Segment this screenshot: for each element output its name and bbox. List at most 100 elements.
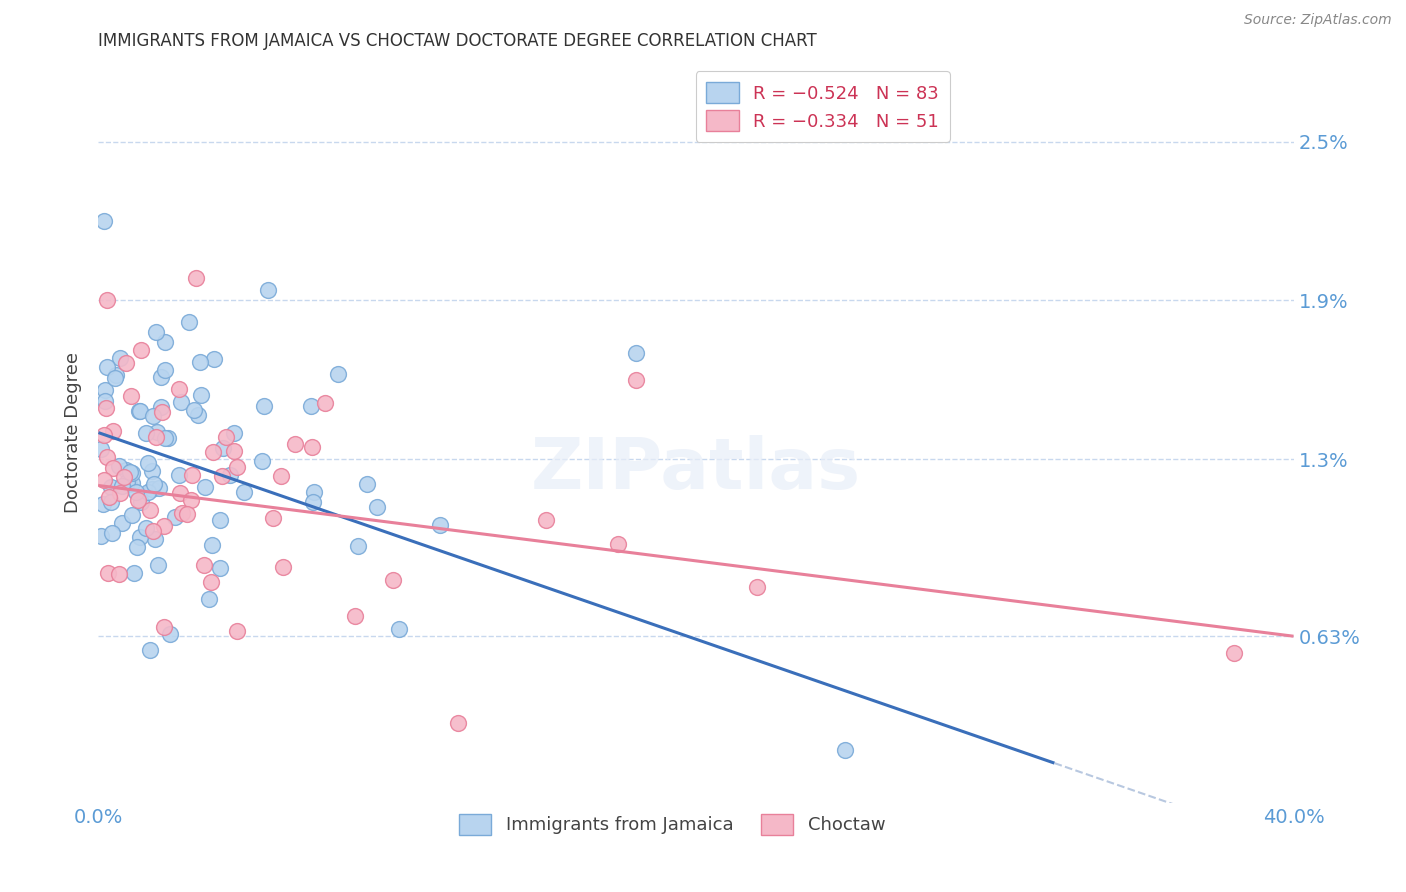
Point (153, 620, 176, 634)
Point (256, 283, 278, 297)
Point (105, 368, 128, 382)
Point (343, 608, 366, 623)
Point (314, 396, 336, 410)
Point (120, 389, 142, 403)
Point (745, 580, 768, 594)
Point (90, 442, 112, 457)
Point (170, 507, 193, 521)
Point (188, 354, 211, 368)
Point (534, 513, 557, 527)
Point (226, 460, 249, 475)
Point (180, 467, 202, 482)
Point (108, 486, 131, 500)
Point (136, 456, 159, 470)
Point (101, 461, 124, 475)
Point (108, 351, 131, 365)
Point (211, 441, 233, 455)
Point (108, 458, 131, 473)
Point (93, 473, 115, 487)
Point (834, 743, 856, 757)
Point (163, 509, 186, 524)
Point (153, 335, 176, 350)
Point (299, 399, 322, 413)
Point (388, 622, 411, 636)
Point (97, 490, 120, 504)
Point (135, 521, 157, 535)
Point (128, 404, 150, 418)
Point (145, 425, 167, 440)
Point (366, 500, 388, 514)
Point (145, 325, 167, 339)
Point (150, 405, 173, 419)
Legend: Immigrants from Jamaica, Choctaw: Immigrants from Jamaica, Choctaw (449, 803, 896, 846)
Point (194, 480, 217, 494)
Point (141, 482, 163, 496)
Point (190, 387, 212, 401)
Point (122, 566, 145, 580)
Point (347, 540, 370, 554)
Point (129, 343, 152, 357)
Point (193, 558, 215, 573)
Point (149, 401, 172, 415)
Point (208, 513, 231, 527)
Point (186, 409, 208, 423)
Point (202, 445, 225, 459)
Point (118, 476, 141, 491)
Point (135, 425, 157, 440)
Point (125, 485, 148, 500)
Point (127, 541, 149, 555)
Point (108, 567, 131, 582)
Point (250, 454, 273, 468)
Point (180, 493, 202, 508)
Point (131, 495, 153, 509)
Point (301, 440, 323, 454)
Point (96, 360, 118, 375)
Point (607, 537, 630, 551)
Point (96, 293, 118, 308)
Point (167, 382, 190, 396)
Point (183, 402, 205, 417)
Point (262, 511, 284, 525)
Point (328, 367, 350, 381)
Point (100, 494, 122, 508)
Point (149, 370, 172, 384)
Point (224, 426, 246, 441)
Point (159, 627, 181, 641)
Point (382, 573, 405, 587)
Point (176, 508, 198, 522)
Point (200, 575, 222, 590)
Point (271, 559, 294, 574)
Point (153, 431, 176, 445)
Point (211, 468, 233, 483)
Point (198, 591, 221, 606)
Point (222, 444, 245, 458)
Point (94, 383, 117, 397)
Point (233, 484, 256, 499)
Point (302, 485, 325, 500)
Point (142, 409, 165, 423)
Point (127, 493, 149, 508)
Point (141, 464, 163, 478)
Point (208, 561, 231, 575)
Point (117, 475, 139, 489)
Point (120, 465, 142, 479)
Point (1223, 646, 1246, 660)
Point (170, 395, 193, 409)
Point (111, 516, 134, 530)
Point (284, 437, 307, 451)
Point (97, 566, 120, 580)
Point (111, 479, 134, 493)
Point (91, 497, 114, 511)
Point (121, 467, 143, 481)
Point (129, 530, 152, 544)
Text: IMMIGRANTS FROM JAMAICA VS CHOCTAW DOCTORATE DEGREE CORRELATION CHART: IMMIGRANTS FROM JAMAICA VS CHOCTAW DOCTO… (98, 32, 817, 50)
Point (215, 430, 238, 444)
Point (103, 425, 125, 439)
Point (139, 503, 162, 517)
Point (429, 517, 451, 532)
Point (145, 430, 167, 444)
Point (626, 346, 648, 360)
Point (115, 463, 138, 477)
Text: ZIPatlas: ZIPatlas (531, 435, 860, 504)
Point (128, 404, 150, 418)
